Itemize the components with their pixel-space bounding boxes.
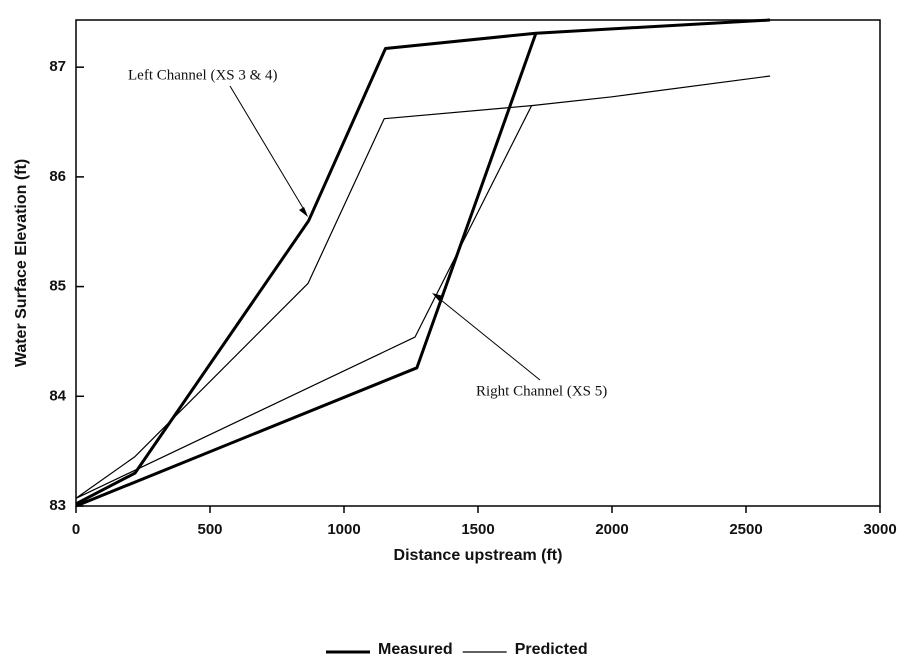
y-axis-label: Water Surface Elevation (ft) [13, 159, 30, 367]
x-tick-label: 3000 [863, 521, 896, 538]
annotation: Left Channel (XS 3 & 4) [128, 67, 278, 83]
legend-label: Measured [378, 641, 453, 658]
y-tick-label: 87 [49, 58, 66, 75]
y-tick-label: 84 [49, 387, 66, 404]
y-tick-label: 86 [49, 168, 66, 185]
x-tick-label: 2500 [729, 521, 762, 538]
plot-frame [75, 19, 881, 507]
x-tick-label: 1500 [461, 521, 494, 538]
x-tick-label: 2000 [595, 521, 628, 538]
x-axis-label: Distance upstream (ft) [394, 547, 563, 564]
legend-label: Predicted [515, 641, 588, 658]
x-tick-label: 500 [197, 521, 222, 538]
y-tick-label: 83 [49, 497, 66, 514]
arrow-head [299, 207, 308, 217]
series-line [75, 75, 771, 499]
x-tick-label: 0 [72, 521, 80, 538]
annotation: Right Channel (XS 5) [476, 383, 607, 399]
x-tick-label: 1000 [327, 521, 360, 538]
series-line [75, 18, 771, 508]
annotation-arrow [435, 295, 541, 381]
annotation-arrow [229, 85, 307, 214]
y-tick-label: 85 [49, 278, 66, 295]
